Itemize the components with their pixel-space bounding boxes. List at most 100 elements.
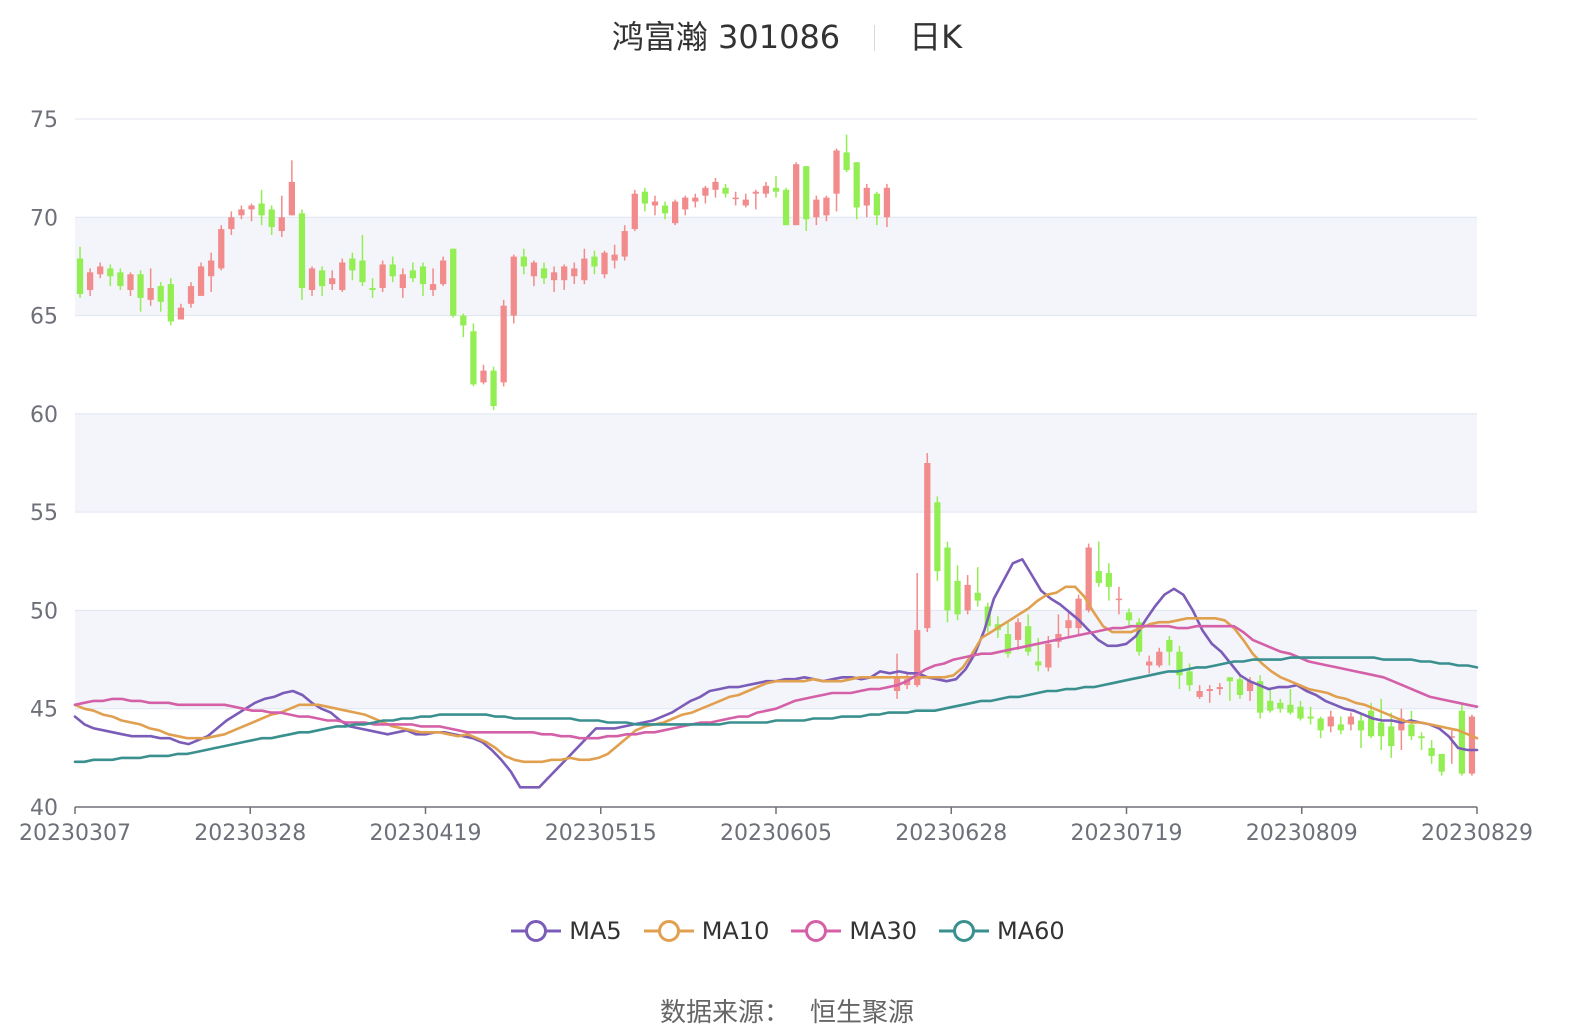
candle: [1206, 685, 1213, 703]
candle-body: [278, 217, 285, 232]
candle-body: [883, 187, 891, 218]
candle: [682, 195, 689, 216]
candle-body: [97, 266, 104, 275]
candle-body: [218, 229, 225, 269]
candle-body: [1327, 716, 1334, 727]
x-tick-label: 20230307: [19, 821, 131, 846]
candle-body: [1297, 706, 1304, 719]
candle-body: [964, 584, 971, 611]
candle: [470, 323, 477, 387]
candle-body: [1367, 710, 1375, 737]
candle-body: [1216, 687, 1223, 690]
background-bands: [75, 217, 1477, 709]
candle-body: [1378, 722, 1385, 737]
candle: [1075, 594, 1082, 636]
candle: [1176, 645, 1183, 690]
candle-body: [329, 278, 336, 285]
candle-body: [1095, 571, 1102, 583]
candle: [1307, 706, 1314, 725]
candle-body: [258, 203, 265, 216]
candle: [197, 262, 205, 296]
candle-body: [460, 315, 467, 326]
candle-body: [389, 264, 396, 277]
candle-body: [298, 213, 306, 289]
candle-body: [157, 286, 164, 302]
candle: [601, 250, 608, 279]
candle-body: [1257, 681, 1264, 713]
candle-body: [631, 193, 638, 230]
candle-body: [954, 580, 961, 615]
legend-label: MA10: [701, 917, 770, 945]
candle: [1458, 704, 1465, 776]
candle-body: [429, 284, 437, 291]
candle: [1025, 614, 1032, 656]
legend-item-ma30[interactable]: MA30: [789, 916, 917, 946]
candle-body: [692, 197, 699, 202]
candle-body: [349, 258, 356, 271]
candle-body: [107, 268, 114, 277]
candle: [520, 248, 527, 275]
candle: [571, 262, 578, 285]
x-tick-label: 20230328: [194, 821, 306, 846]
candle-body: [1357, 720, 1365, 731]
candle: [1337, 716, 1344, 735]
candle-body: [793, 164, 800, 226]
candle: [147, 268, 154, 306]
candle: [248, 203, 255, 222]
candle-body: [117, 272, 124, 287]
x-tick-label: 20230829: [1421, 821, 1533, 846]
candle-body: [1166, 639, 1173, 652]
candle-body: [399, 274, 406, 289]
candle-body: [1438, 753, 1445, 772]
candle-body: [1135, 622, 1143, 652]
title-separator: [874, 25, 876, 51]
candle-body: [1176, 651, 1183, 676]
source-value: 恒生聚源: [810, 998, 915, 1028]
x-tick-label: 20230719: [1071, 821, 1183, 846]
candle-body: [1156, 651, 1163, 666]
y-tick-label: 55: [30, 501, 58, 526]
legend-swatch-icon: [643, 920, 694, 942]
candle-body: [1307, 716, 1314, 719]
candle: [1357, 712, 1365, 749]
candle-body: [1246, 681, 1254, 692]
candle: [752, 189, 759, 210]
grid-band: [75, 610, 1477, 709]
candle: [843, 134, 850, 173]
candle-body: [1236, 679, 1244, 695]
candle-body: [419, 266, 427, 285]
candle: [550, 266, 558, 292]
candle: [924, 453, 931, 633]
candle-body: [1398, 718, 1405, 731]
candle: [772, 176, 780, 198]
candle: [1014, 618, 1022, 650]
candle-body: [440, 260, 447, 285]
y-tick-label: 70: [30, 206, 58, 231]
candle-body: [1055, 634, 1062, 642]
legend-item-ma5[interactable]: MA5: [509, 916, 622, 946]
candle: [359, 234, 366, 287]
candle-body: [1337, 724, 1344, 731]
candle: [530, 260, 538, 287]
candle: [1156, 647, 1163, 668]
candle: [1428, 740, 1435, 764]
x-tick-label: 20230628: [895, 821, 1007, 846]
candle: [177, 303, 185, 320]
x-tick-label: 20230515: [545, 821, 657, 846]
candle-body: [177, 307, 185, 320]
candle: [107, 264, 114, 287]
candle: [611, 244, 618, 269]
x-tick-label: 20230605: [720, 821, 832, 846]
legend-item-ma10[interactable]: MA10: [642, 916, 770, 946]
candle: [379, 260, 386, 292]
candle-body: [591, 256, 598, 267]
candle: [137, 270, 144, 312]
candle-body: [803, 166, 810, 220]
legend-item-ma60[interactable]: MA60: [937, 916, 1065, 946]
candle-body: [510, 256, 517, 316]
candle-body: [500, 305, 507, 383]
candle: [1327, 710, 1334, 733]
ma-line-ma60: [73, 656, 1479, 764]
ma-line-ma30: [73, 624, 1479, 740]
candle: [228, 211, 235, 235]
